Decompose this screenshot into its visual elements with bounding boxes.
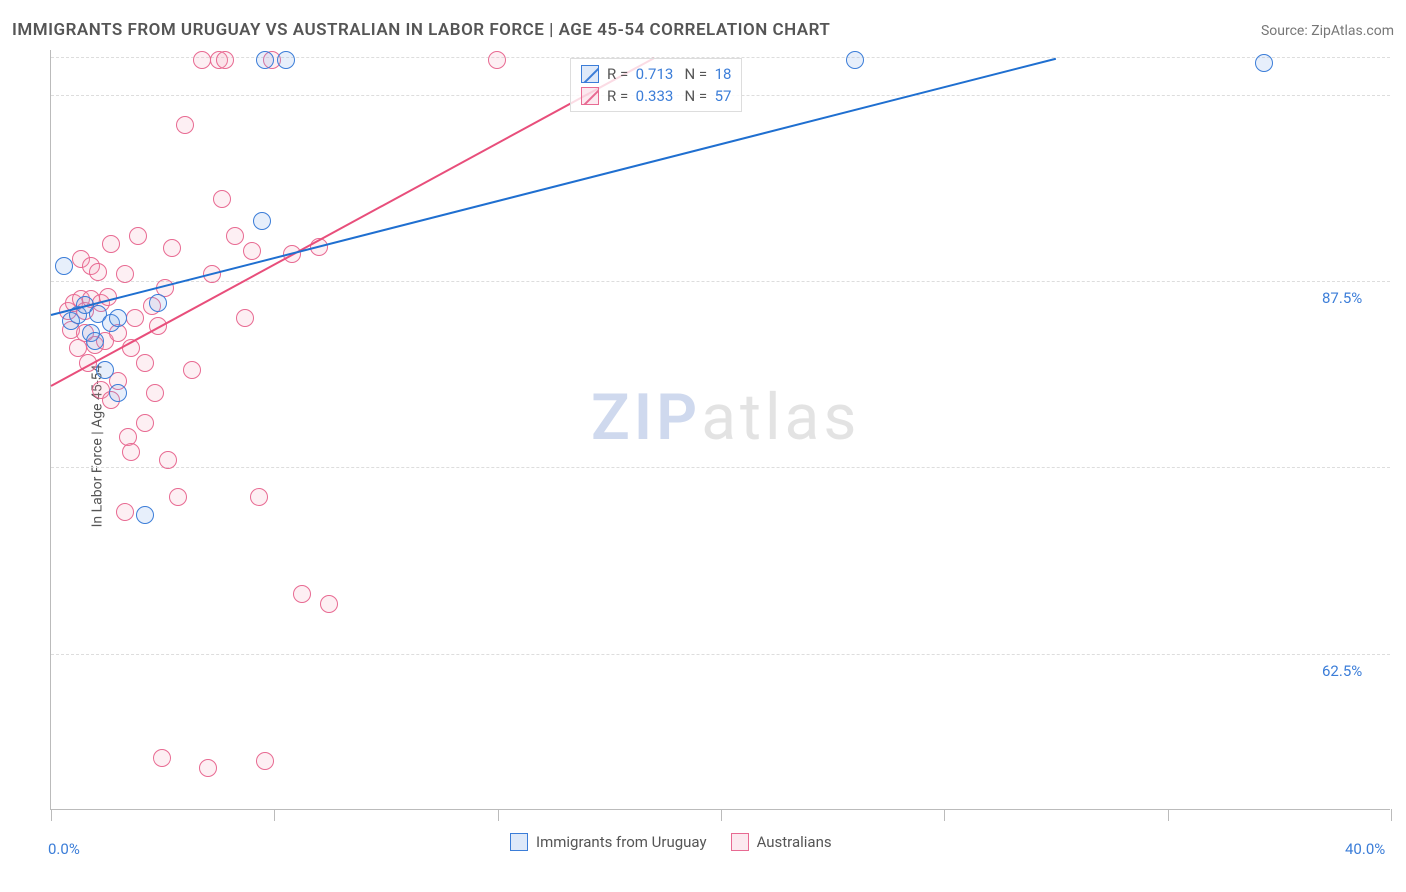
australians-point [293, 585, 311, 603]
uruguay-point [109, 384, 127, 402]
x-tick-label: 0.0% [48, 840, 80, 858]
legend-swatch-uruguay [581, 65, 599, 83]
australians-point [226, 227, 244, 245]
legend-item-uruguay: Immigrants from Uruguay [510, 833, 707, 851]
uruguay-point [253, 212, 271, 230]
australians-point [176, 116, 194, 134]
australians-point [126, 309, 144, 327]
legend-item-australians: Australians [731, 833, 832, 851]
uruguay-point [256, 51, 274, 69]
australians-point [146, 384, 164, 402]
australians-point [256, 752, 274, 770]
chart-header: IMMIGRANTS FROM URUGUAY VS AUSTRALIAN IN… [12, 20, 1394, 40]
x-tick-label: 40.0% [1345, 840, 1385, 858]
legend-row-uruguay: R = 0.713 N = 18 [581, 63, 731, 85]
uruguay-point [136, 506, 154, 524]
australians-point [320, 595, 338, 613]
australians-point [216, 51, 234, 69]
y-tick-label: 87.5% [1322, 289, 1362, 307]
watermark-atlas: atlas [701, 380, 860, 455]
watermark: ZIPatlas [591, 380, 860, 455]
legend-swatch-uruguay [510, 833, 528, 851]
x-tick [1391, 809, 1392, 821]
watermark-zip: ZIP [591, 380, 701, 455]
australians-point [236, 309, 254, 327]
x-tick [944, 809, 945, 821]
australians-point [193, 51, 211, 69]
uruguay-trendline [51, 57, 1056, 315]
australians-point [243, 242, 261, 260]
chart-title: IMMIGRANTS FROM URUGUAY VS AUSTRALIAN IN… [12, 20, 830, 40]
australians-point [136, 414, 154, 432]
x-tick [1168, 809, 1169, 821]
chart-source: Source: ZipAtlas.com [1261, 23, 1394, 39]
plot-area: ZIPatlas [50, 50, 1390, 810]
legend-row-australians: R = 0.333 N = 57 [581, 85, 731, 107]
australians-point [129, 227, 147, 245]
australians-point [136, 354, 154, 372]
australians-point [163, 239, 181, 257]
legend-swatch-australians [581, 87, 599, 105]
australians-point [169, 488, 187, 506]
australians-point [250, 488, 268, 506]
australians-point [122, 443, 140, 461]
uruguay-point [1255, 54, 1273, 72]
uruguay-point [109, 309, 127, 327]
uruguay-point [86, 332, 104, 350]
australians-point [183, 361, 201, 379]
australians-point [488, 51, 506, 69]
australians-point [116, 265, 134, 283]
gridline-h [51, 467, 1390, 468]
gridline-h [51, 654, 1390, 655]
uruguay-point [149, 294, 167, 312]
australians-point [102, 235, 120, 253]
australians-point [153, 749, 171, 767]
australians-point [89, 263, 107, 281]
gridline-h [51, 281, 1390, 282]
x-tick [51, 809, 52, 821]
uruguay-point [277, 51, 295, 69]
legend-swatch-australians [731, 833, 749, 851]
legend-label-australians: Australians [757, 833, 832, 851]
australians-trendline [51, 58, 655, 388]
uruguay-point [846, 51, 864, 69]
australians-point [116, 503, 134, 521]
australians-point [159, 451, 177, 469]
australians-point [213, 190, 231, 208]
x-tick [274, 809, 275, 821]
legend-bottom: Immigrants from Uruguay Australians [510, 833, 832, 851]
legend-label-uruguay: Immigrants from Uruguay [536, 833, 707, 851]
uruguay-point [55, 257, 73, 275]
australians-point [199, 759, 217, 777]
x-tick [721, 809, 722, 821]
uruguay-point [96, 361, 114, 379]
y-tick-label: 62.5% [1322, 662, 1362, 680]
x-tick [498, 809, 499, 821]
legend-correlation-box: R = 0.713 N = 18R = 0.333 N = 57 [570, 58, 742, 112]
